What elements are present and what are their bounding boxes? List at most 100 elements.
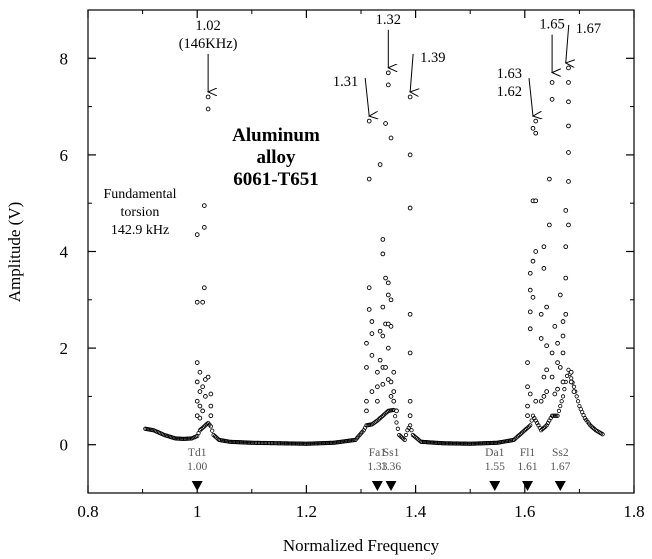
peak-point	[541, 374, 547, 380]
peak-point	[205, 94, 211, 100]
mode-marker-value: 1.67	[550, 461, 570, 473]
baseline-point	[491, 440, 496, 446]
baseline-point	[248, 440, 253, 445]
peak-point	[201, 225, 207, 230]
peak-label: 1.63	[497, 66, 522, 82]
baseline-point	[298, 441, 304, 446]
baseline-point	[282, 441, 287, 446]
inset-label-line-2: torsion	[121, 205, 160, 220]
baseline-point	[444, 441, 450, 446]
peak-point	[380, 237, 386, 242]
baseline-point	[289, 441, 294, 446]
baseline-point	[428, 440, 433, 445]
mode-marker-value: 1.55	[485, 461, 505, 473]
baseline-point	[240, 440, 245, 445]
peak-point	[533, 249, 539, 254]
peak-point	[527, 309, 533, 315]
baseline-point	[297, 441, 302, 446]
mode-marker-triangle	[191, 481, 203, 491]
x-tick-label: 1.8	[623, 502, 644, 521]
baseline-point	[177, 436, 182, 441]
peak-point	[544, 343, 549, 349]
baseline-point	[431, 440, 436, 445]
baseline-point	[307, 441, 312, 446]
peak-label: 1.39	[420, 50, 445, 66]
baseline-point	[323, 440, 328, 446]
peak-point	[530, 125, 536, 131]
peak-point	[544, 304, 549, 310]
peak-point	[194, 379, 200, 385]
baseline-point	[293, 441, 298, 446]
baseline-point	[551, 413, 556, 418]
peak-point	[385, 70, 391, 76]
baseline-point	[308, 441, 313, 446]
peak-point	[552, 324, 558, 329]
baseline-point	[290, 441, 295, 446]
inset-label-line-3: 142.9 kHz	[111, 223, 169, 238]
peak-point	[201, 203, 207, 208]
peak-point	[394, 408, 399, 414]
x-tick-label: 1.2	[296, 502, 317, 521]
baseline-point	[465, 441, 470, 446]
baseline-point	[450, 441, 455, 446]
peak-point	[203, 394, 208, 399]
mode-marker-value: 1.36	[381, 461, 401, 473]
peak-point	[377, 162, 383, 167]
inset-label-line-1: Fundamental	[103, 187, 176, 202]
baseline-point	[480, 441, 485, 446]
x-axis-title: Normalized Frequency	[283, 536, 440, 555]
peak-points-layer	[194, 65, 577, 421]
peak-label: (146KHz)	[179, 36, 238, 52]
peak-point	[566, 150, 571, 155]
baseline-point	[249, 440, 254, 445]
baseline-point	[470, 441, 476, 446]
peak-point	[205, 374, 211, 380]
peak-point	[560, 379, 566, 385]
x-tick-label: 1.4	[405, 502, 427, 521]
baseline-point	[320, 441, 325, 446]
baseline-point	[468, 441, 473, 446]
peak-point	[200, 384, 206, 390]
peak-point	[549, 96, 555, 102]
baseline-point	[208, 424, 213, 429]
baseline-point	[447, 441, 452, 446]
peak-point	[533, 118, 539, 124]
mode-marker-name: Fl1	[520, 447, 536, 459]
peak-point	[385, 82, 391, 88]
baseline-point	[556, 408, 562, 413]
peak-point	[563, 244, 569, 250]
baseline-point	[408, 423, 413, 428]
mode-marker-triangle	[554, 481, 566, 491]
peak-point	[208, 413, 214, 419]
y-tick-label: 0	[60, 436, 69, 455]
peak-point	[407, 413, 413, 419]
peak-point	[407, 311, 413, 317]
peak-point	[566, 99, 571, 105]
sample-label-line-1: Aluminum	[232, 125, 320, 146]
baseline-point	[477, 441, 482, 446]
peak-point	[385, 345, 391, 351]
peak-point	[407, 152, 413, 158]
baseline-point	[276, 441, 282, 446]
peak-point	[525, 403, 530, 409]
peak-point	[544, 389, 549, 394]
peak-point	[375, 398, 380, 404]
baseline-point	[529, 418, 534, 423]
baseline-point	[328, 440, 334, 445]
peak-point	[555, 340, 560, 346]
peak-point	[385, 292, 391, 298]
baseline-point	[294, 441, 299, 446]
mode-marker-name: Ss2	[552, 447, 569, 459]
baseline-point	[402, 437, 407, 442]
peak-point	[547, 176, 552, 182]
baseline-point	[469, 441, 474, 446]
peak-point	[194, 398, 200, 404]
baseline-point	[566, 367, 571, 372]
peak-point	[369, 389, 375, 394]
baseline-point	[262, 440, 267, 446]
baseline-point	[438, 440, 443, 446]
baseline-point	[492, 440, 497, 445]
peak-label: 1.62	[497, 84, 522, 100]
peak-point	[366, 176, 372, 182]
